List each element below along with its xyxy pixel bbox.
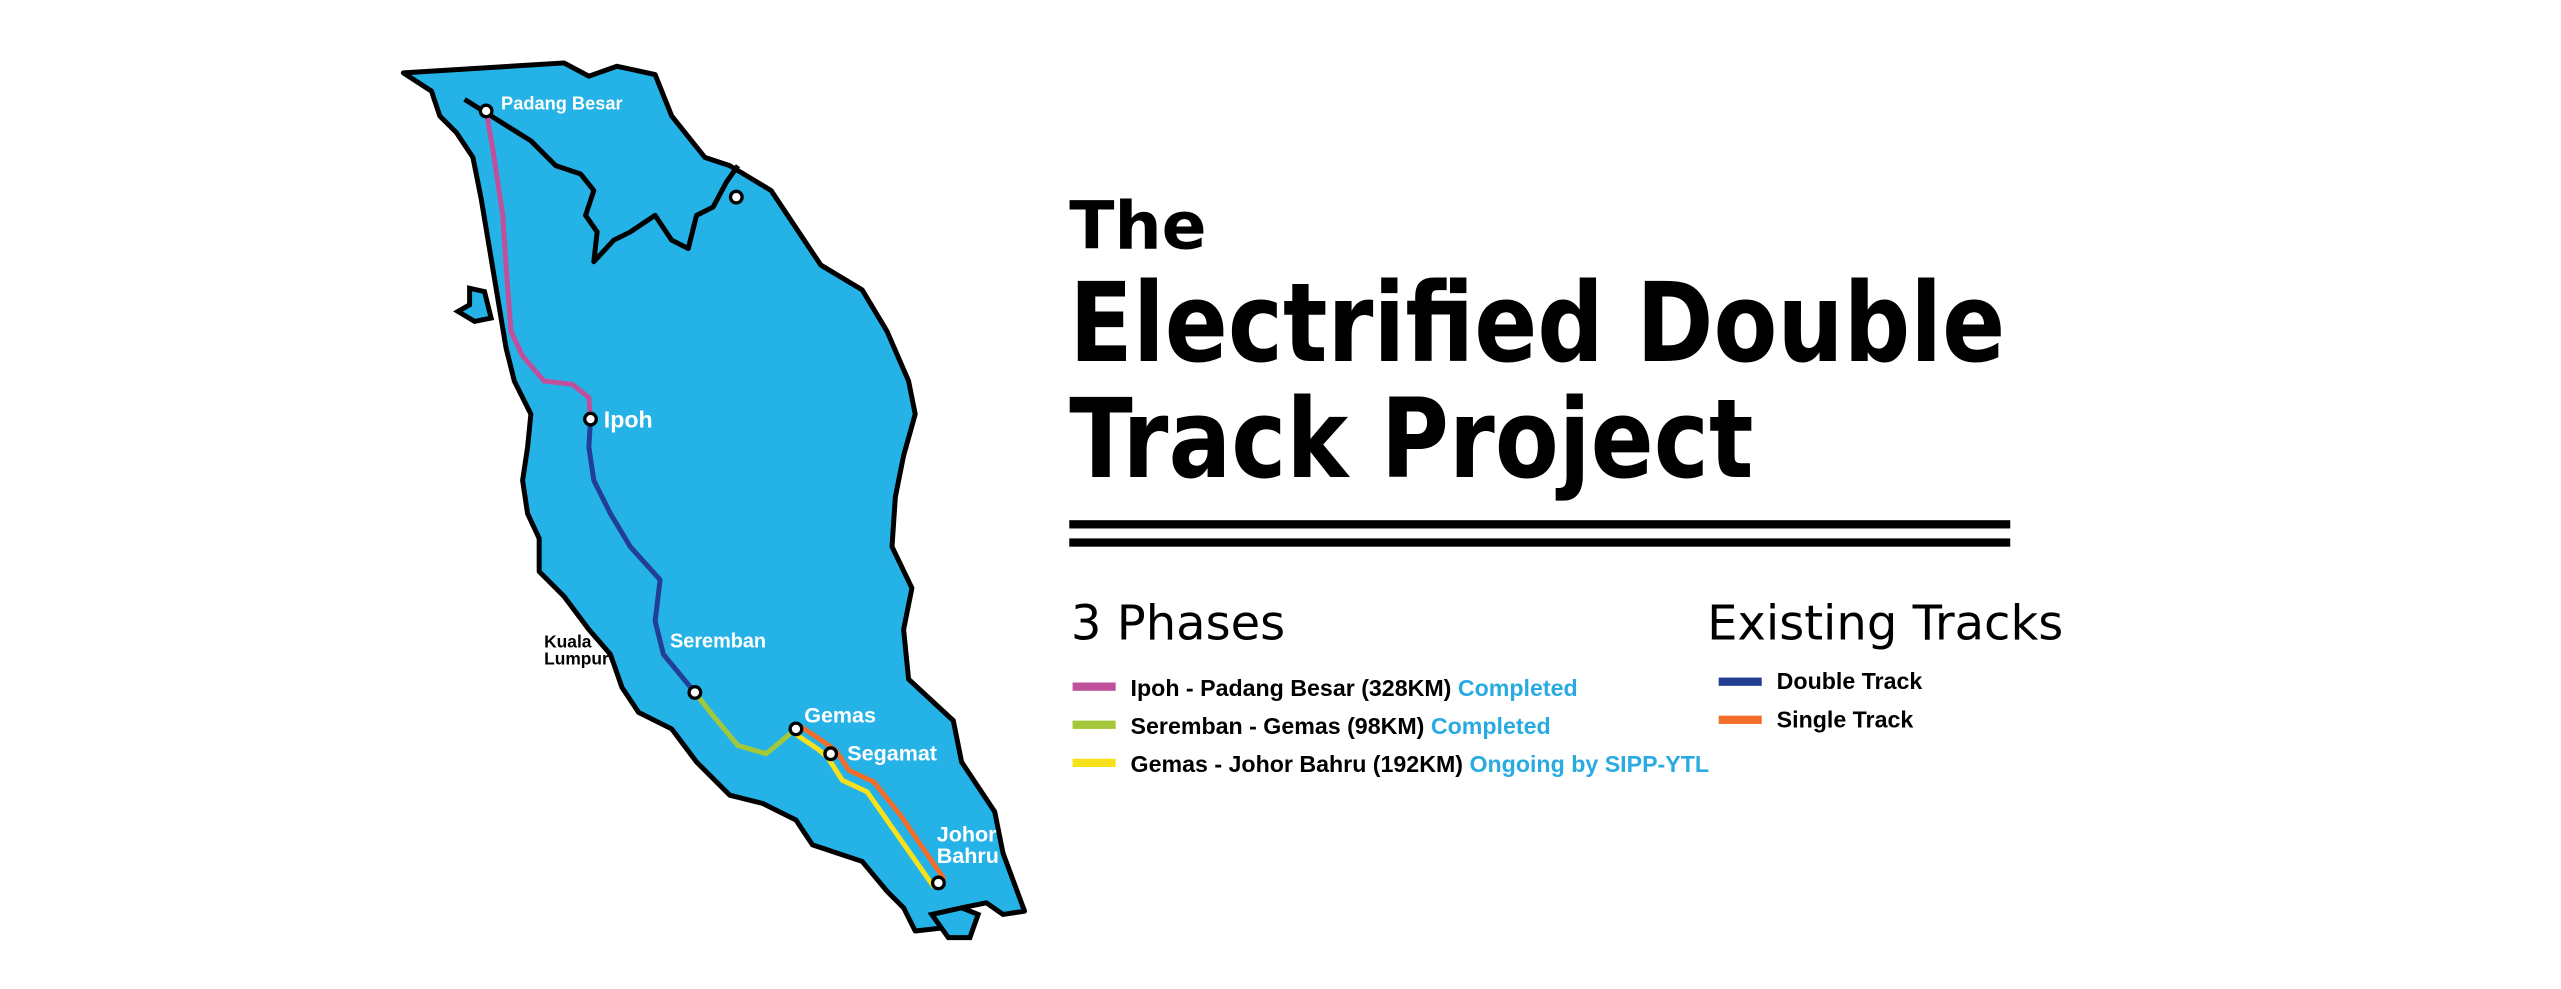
legend-swatch xyxy=(1718,715,1762,724)
city-label: Kuala xyxy=(544,632,592,652)
island xyxy=(927,905,982,941)
legend-label: Seremban - Gemas (98KM) xyxy=(1131,713,1425,739)
phase-legend: Ipoh - Padang Besar (328KM) Completed Se… xyxy=(1072,675,1709,777)
city-label: Lumpur xyxy=(544,648,609,668)
station-label: Ipoh xyxy=(604,406,653,432)
route xyxy=(586,416,698,695)
legend-item: Seremban - Gemas (98KM) Completed xyxy=(1131,713,1551,739)
station-label: Gemas xyxy=(804,703,876,727)
divider xyxy=(1069,520,2011,529)
legend-swatch xyxy=(1072,758,1116,768)
track-legend: Double Track Single Track xyxy=(1718,668,1923,732)
station xyxy=(788,721,804,737)
legend-heading: Existing Tracks xyxy=(1707,595,2063,651)
peninsula xyxy=(400,60,1028,934)
border xyxy=(463,97,740,265)
title: Electrified Double xyxy=(1069,260,2005,387)
legend-swatch xyxy=(1718,677,1762,686)
legend-heading: 3 Phases xyxy=(1071,595,1285,651)
legend-status: Ongoing by SIPP-YTL xyxy=(1469,751,1709,777)
station xyxy=(583,411,598,427)
station xyxy=(930,875,946,891)
legend-label: Double Track xyxy=(1777,668,1923,694)
station xyxy=(687,685,703,700)
station-label: Segamat xyxy=(847,741,937,765)
legend-label: Single Track xyxy=(1777,706,1914,732)
station xyxy=(823,746,839,762)
station-label: Seremban xyxy=(670,631,766,653)
station xyxy=(728,189,744,205)
route xyxy=(692,689,799,757)
legend-status: Completed xyxy=(1431,713,1551,739)
map: Padang Besar Ipoh Seremban Kuala Lumpur … xyxy=(400,60,1028,941)
station-label: Johor xyxy=(937,823,997,847)
divider xyxy=(1069,538,2011,547)
legend-label: Ipoh - Padang Besar (328KM) xyxy=(1131,675,1452,701)
legend-label: Gemas - Johor Bahru (192KM) xyxy=(1131,751,1463,777)
route xyxy=(483,108,594,422)
title: Track Project xyxy=(1069,376,1753,503)
legend-item: Gemas - Johor Bahru (192KM) Ongoing by S… xyxy=(1131,751,1709,777)
route xyxy=(790,729,936,889)
legend-status: Completed xyxy=(1458,675,1578,701)
station-label: Padang Besar xyxy=(501,93,623,113)
legend-swatch xyxy=(1072,682,1116,691)
title: The xyxy=(1069,186,1206,264)
legend-swatch xyxy=(1072,720,1116,729)
route xyxy=(796,723,946,881)
station xyxy=(478,103,494,119)
island xyxy=(453,285,495,325)
legend-item: Ipoh - Padang Besar (328KM) Completed xyxy=(1131,675,1578,701)
station-label: Bahru xyxy=(937,844,999,868)
